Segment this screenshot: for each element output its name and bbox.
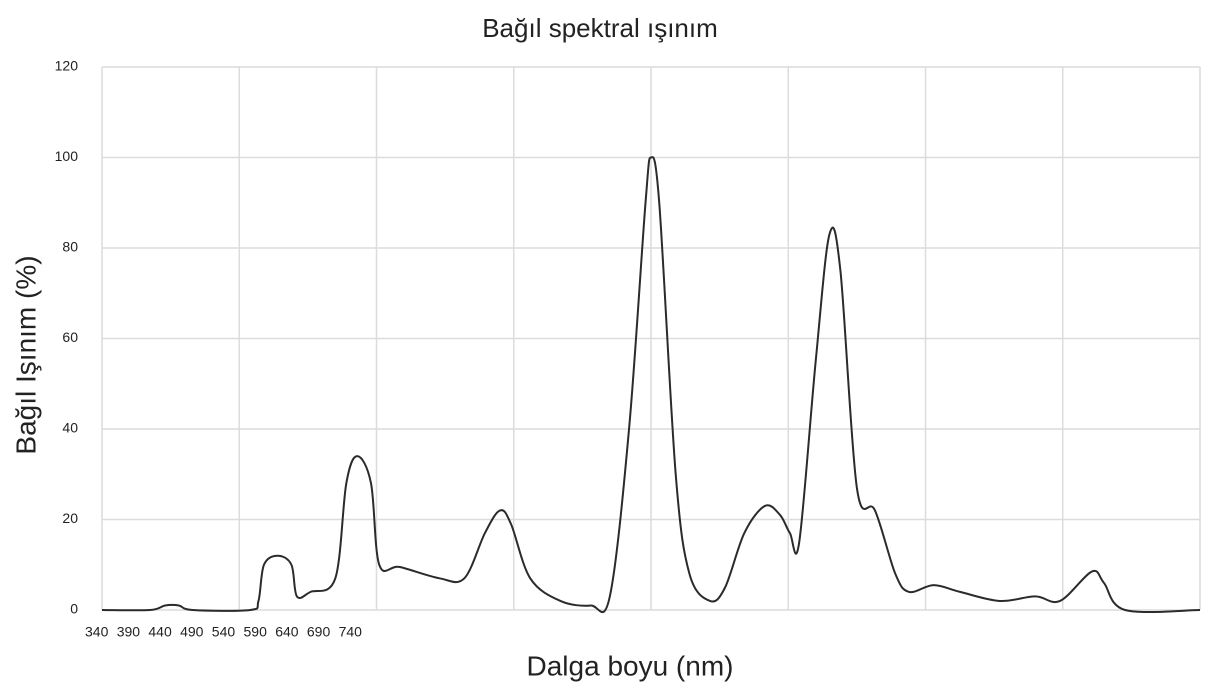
x-tick-label: 540 xyxy=(212,624,236,640)
y-tick-label: 100 xyxy=(55,148,79,164)
x-tick-label: 390 xyxy=(117,624,141,640)
x-tick-label: 740 xyxy=(339,624,363,640)
x-tick-label: 590 xyxy=(244,624,268,640)
x-tick-label: 440 xyxy=(148,624,172,640)
y-tick-label: 80 xyxy=(62,239,78,255)
y-tick-label: 120 xyxy=(55,58,79,74)
y-tick-label: 60 xyxy=(62,329,78,345)
x-tick-label: 340 xyxy=(85,624,109,640)
data-line xyxy=(101,156,1201,614)
x-tick-label: 490 xyxy=(180,624,204,640)
y-tick-label: 0 xyxy=(70,601,78,617)
chart-title: Bağıl spektral ışınım xyxy=(482,13,718,43)
x-tick-label: 640 xyxy=(275,624,299,640)
x-tick-label: 690 xyxy=(307,624,331,640)
x-axis-label: Dalga boyu (nm) xyxy=(527,650,734,681)
y-tick-label: 40 xyxy=(62,420,78,436)
y-tick-label: 20 xyxy=(62,510,78,526)
y-axis-label: Bağıl Işınım (%) xyxy=(10,255,41,454)
